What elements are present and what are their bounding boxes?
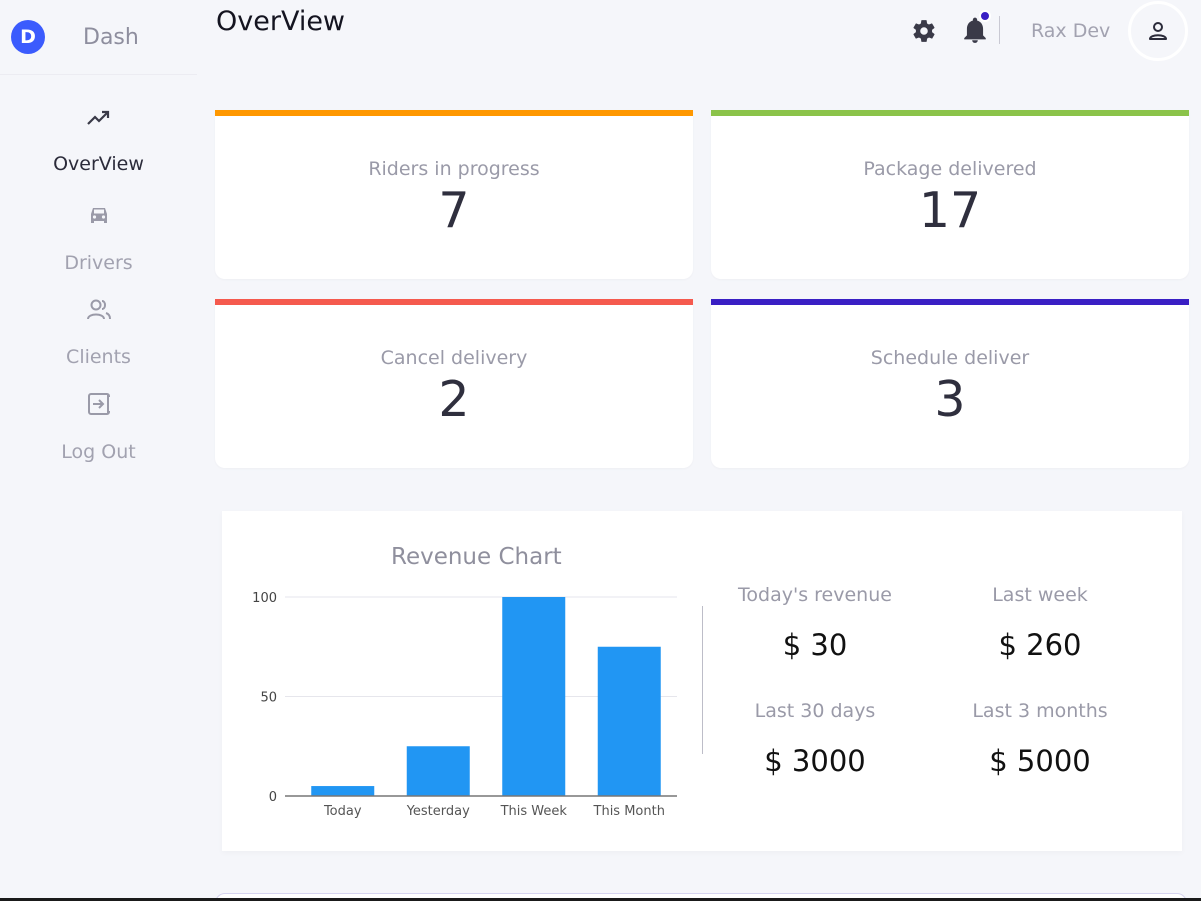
- revenue-panel: Revenue Chart 0 50 100 Today Yesterday This W…: [222, 511, 1182, 851]
- trending-up-icon: [86, 110, 109, 125]
- header-divider: [999, 16, 1000, 44]
- sidebar-item-label: Drivers: [64, 252, 133, 274]
- chart-title: Revenue Chart: [391, 544, 562, 570]
- sidebar-item-overview[interactable]: OverView: [0, 107, 197, 175]
- x-tick-label: This Month: [593, 804, 665, 819]
- chart-bar: [406, 746, 470, 796]
- users-icon: [86, 299, 111, 320]
- sidebar-item-label: Log Out: [61, 441, 136, 463]
- stat-value: 17: [918, 182, 982, 239]
- revenue-value: $ 3000: [764, 744, 866, 778]
- sidebar-item-drivers[interactable]: Drivers: [0, 204, 197, 274]
- bell-icon[interactable]: [962, 16, 988, 44]
- x-tick-label: Yesterday: [406, 804, 470, 819]
- user-name[interactable]: Rax Dev: [1031, 20, 1111, 42]
- chart-bar: [502, 597, 566, 796]
- chart-bar: [597, 646, 661, 796]
- revenue-divider: [702, 606, 703, 754]
- stat-card-delivered[interactable]: Package delivered 17: [711, 110, 1189, 279]
- revenue-3-months: Last 3 months $ 5000: [930, 700, 1150, 778]
- stat-label: Riders in progress: [368, 158, 540, 180]
- revenue-label: Last week: [992, 584, 1088, 606]
- sidebar-item-logout[interactable]: Log Out: [0, 391, 197, 463]
- stat-card-schedule[interactable]: Schedule deliver 3: [711, 299, 1189, 468]
- card-accent-bar: [711, 299, 1189, 305]
- stat-value: 2: [438, 371, 470, 428]
- brand: D Dash: [0, 0, 197, 75]
- revenue-value: $ 260: [998, 628, 1082, 662]
- car-icon: [90, 208, 107, 223]
- x-tick-label: Today: [323, 804, 362, 819]
- card-accent-bar: [215, 110, 693, 116]
- stat-value: 7: [438, 182, 470, 239]
- stat-label: Schedule deliver: [870, 347, 1030, 369]
- card-accent-bar: [215, 299, 693, 305]
- chart-bar: [311, 786, 375, 796]
- page-title: OverView: [216, 6, 346, 37]
- sidebar-item-clients[interactable]: Clients: [0, 298, 197, 368]
- stat-value: 3: [934, 371, 966, 428]
- revenue-today: Today's revenue $ 30: [705, 584, 925, 662]
- y-tick-label: 100: [252, 591, 277, 606]
- revenue-week: Last week $ 260: [930, 584, 1150, 662]
- revenue-30-days: Last 30 days $ 3000: [705, 700, 925, 778]
- notification-badge: [979, 10, 991, 22]
- y-tick-label: 0: [269, 790, 277, 805]
- revenue-label: Last 30 days: [754, 700, 876, 722]
- sidebar: D Dash OverView Drivers Clients: [0, 0, 197, 901]
- sidebar-item-label: Clients: [66, 346, 131, 368]
- avatar[interactable]: [1128, 1, 1188, 61]
- stat-label: Package delivered: [863, 158, 1037, 180]
- user-icon: [1149, 22, 1167, 40]
- revenue-value: $ 30: [782, 628, 848, 662]
- revenue-label: Last 3 months: [972, 700, 1108, 722]
- card-accent-bar: [711, 110, 1189, 116]
- brand-name: Dash: [83, 24, 139, 50]
- revenue-bar-chart: 0 50 100 Today Yesterday This Week This Month: [252, 591, 677, 819]
- logout-icon: [87, 393, 110, 415]
- gear-icon[interactable]: [911, 18, 937, 44]
- y-tick-label: 50: [260, 691, 277, 706]
- revenue-value: $ 5000: [989, 744, 1091, 778]
- x-tick-label: This Week: [500, 804, 568, 819]
- brand-logo[interactable]: D: [11, 20, 45, 54]
- revenue-label: Today's revenue: [738, 584, 892, 606]
- sidebar-item-label: OverView: [53, 153, 144, 175]
- stat-card-cancel[interactable]: Cancel delivery 2: [215, 299, 693, 468]
- window-bottom-border: [0, 898, 1201, 901]
- stat-label: Cancel delivery: [380, 347, 528, 369]
- stat-card-riders[interactable]: Riders in progress 7: [215, 110, 693, 279]
